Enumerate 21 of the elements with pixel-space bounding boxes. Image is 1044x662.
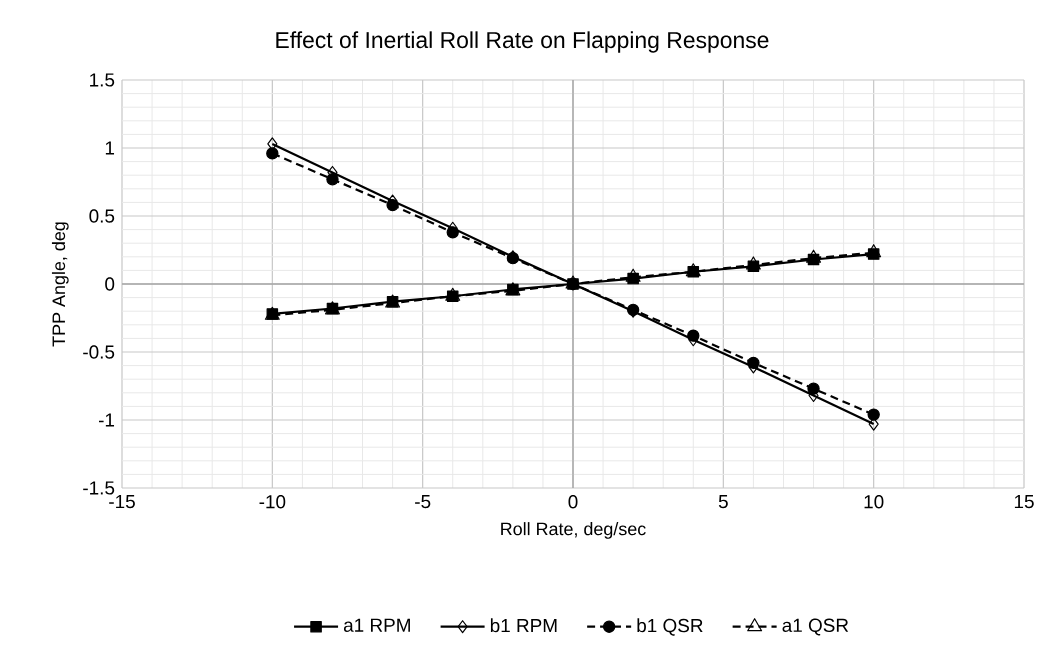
y-tick-label: 1 xyxy=(105,141,115,155)
x-tick-label: -15 xyxy=(109,495,135,509)
legend-label: b1 QSR xyxy=(637,618,703,636)
legend-label: a1 RPM xyxy=(343,618,410,632)
chart-title: Effect of Inertial Roll Rate on Flapping Response xyxy=(276,31,769,53)
x-tick-label: -10 xyxy=(259,495,286,509)
x-tick-label: 5 xyxy=(718,495,728,509)
y-tick-label: -1 xyxy=(98,413,115,427)
y-tick-label: -1.5 xyxy=(83,481,115,495)
x-tick-label: 15 xyxy=(1014,495,1034,509)
y-tick-label: -0.5 xyxy=(83,345,115,359)
legend-label: b1 RPM xyxy=(490,618,557,633)
x-tick-label: -5 xyxy=(415,495,431,509)
y-tick-label: 0.5 xyxy=(89,209,115,223)
x-tick-label: 0 xyxy=(568,495,578,509)
y-axis-title: TPP Angle, deg xyxy=(51,222,69,347)
x-axis-title: Roll Rate, deg/sec xyxy=(501,522,646,539)
x-tick-label: 10 xyxy=(864,495,884,509)
legend-label: a1 QSR xyxy=(782,618,849,636)
y-tick-label: 1.5 xyxy=(90,73,115,87)
y-tick-label: 0 xyxy=(105,277,115,291)
